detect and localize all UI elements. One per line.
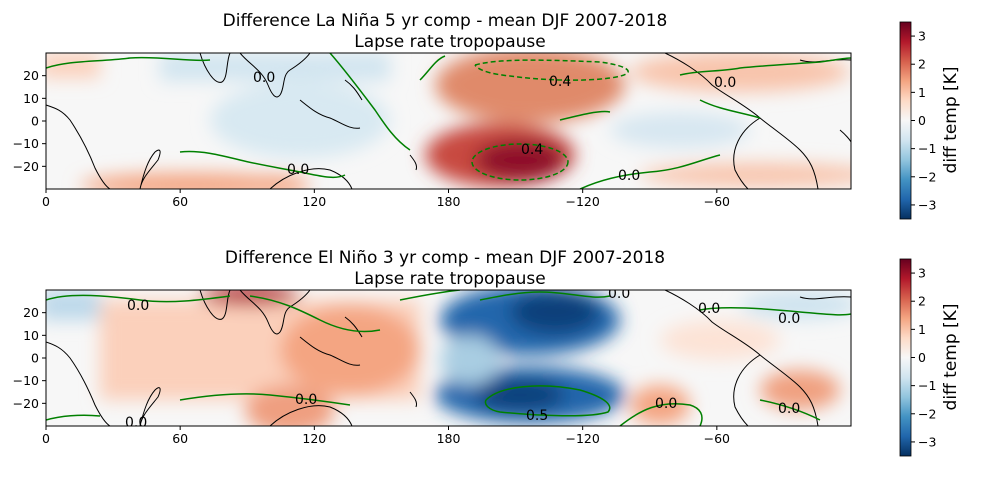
colorbar-tick-label: −1 xyxy=(918,141,936,156)
y-tick-label: −20 xyxy=(13,396,39,411)
contour-label: 0.4 xyxy=(549,74,571,90)
y-tick-label: 10 xyxy=(23,328,39,343)
contour-label: 0.0 xyxy=(253,70,275,86)
contour-label: 0.0 xyxy=(698,301,720,317)
y-tick-label: 0 xyxy=(31,114,39,129)
chart-title: Difference La Niña 5 yr comp - mean DJF … xyxy=(223,11,668,31)
contour-label: 0.0 xyxy=(778,311,800,327)
contour-label: 0.4 xyxy=(521,142,543,158)
chart-subtitle: Lapse rate tropopause xyxy=(354,269,546,289)
colorbar-tick-label: −1 xyxy=(918,378,936,393)
colorbar-ticks: 3 2 1 0 −1 −2 −3 xyxy=(911,29,936,212)
y-tick-label: −10 xyxy=(13,136,39,151)
colorbar-tick-label: 2 xyxy=(918,57,926,72)
panel-el-nino: Difference El Niño 3 yr comp - mean DJF … xyxy=(13,248,961,457)
y-tick-label: −10 xyxy=(13,373,39,388)
colorbar-tick-label: −3 xyxy=(918,434,936,449)
x-tick-label: −60 xyxy=(704,431,730,446)
colorbar-tick-label: −2 xyxy=(918,406,936,421)
x-tick-label: 180 xyxy=(437,194,461,209)
panel-la-nina: Difference La Niña 5 yr comp - mean DJF … xyxy=(13,11,961,220)
y-tick-label: −20 xyxy=(13,159,39,174)
x-tick-label: −60 xyxy=(704,194,730,209)
contour-label: 0.0 xyxy=(287,162,309,178)
colorbar-tick-label: 2 xyxy=(918,294,926,309)
y-tick-label: 20 xyxy=(23,305,39,320)
contour-label: 0.0 xyxy=(714,75,736,91)
contour-label: 0.0 xyxy=(125,415,147,431)
contour-label: 0.0 xyxy=(127,298,149,314)
colorbar-tick-label: −2 xyxy=(918,169,936,184)
x-tick-label: 60 xyxy=(172,431,188,446)
contour-label: 0.0 xyxy=(608,286,630,302)
contour-label: 0.5 xyxy=(526,408,548,424)
x-tick-label: 120 xyxy=(302,194,326,209)
y-tick-label: 0 xyxy=(31,351,39,366)
colorbar-ticks: 3 2 1 0 −1 −2 −3 xyxy=(911,266,936,449)
heatmap-la-nina: 0.0 0.4 0.4 0.0 0.0 0.0 xyxy=(46,53,851,189)
x-tick-label: 60 xyxy=(172,194,188,209)
colorbar xyxy=(899,258,912,457)
x-tick-label: 120 xyxy=(302,431,326,446)
x-tick-label: −120 xyxy=(565,431,599,446)
x-tick-label: 0 xyxy=(42,431,50,446)
colorbar-tick-label: −3 xyxy=(918,197,936,212)
contour-label: 0.0 xyxy=(295,392,317,408)
x-tick-label: 0 xyxy=(42,194,50,209)
chart-title: Difference El Niño 3 yr comp - mean DJF … xyxy=(225,248,665,268)
chart-subtitle: Lapse rate tropopause xyxy=(354,32,546,52)
x-tick-label: 180 xyxy=(437,431,461,446)
heatmap-el-nino: 0.0 0.0 0.0 0.0 0.5 0.0 0.0 0.0 0.0 xyxy=(46,286,851,431)
x-tick-label: −120 xyxy=(565,194,599,209)
colorbar xyxy=(899,21,912,220)
contour-label: 0.0 xyxy=(618,168,640,184)
y-tick-label: 20 xyxy=(23,68,39,83)
y-tick-label: 10 xyxy=(23,91,39,106)
colorbar-tick-label: 3 xyxy=(918,266,926,281)
colorbar-tick-label: 3 xyxy=(918,29,926,44)
colorbar-tick-label: 1 xyxy=(918,85,926,100)
colorbar-tick-label: 1 xyxy=(918,322,926,337)
contour-label: 0.0 xyxy=(778,401,800,417)
colorbar-label: diff temp [K] xyxy=(941,304,961,411)
colorbar-tick-label: 0 xyxy=(918,113,926,128)
axis-ticks: 0 60 120 180 −120 −60 20 10 0 −10 −20 xyxy=(13,305,730,446)
colorbar-tick-label: 0 xyxy=(918,350,926,365)
axis-ticks: 0 60 120 180 −120 −60 20 10 0 −10 −20 xyxy=(13,68,730,209)
contour-label: 0.0 xyxy=(655,396,677,412)
colorbar-label: diff temp [K] xyxy=(941,67,961,174)
